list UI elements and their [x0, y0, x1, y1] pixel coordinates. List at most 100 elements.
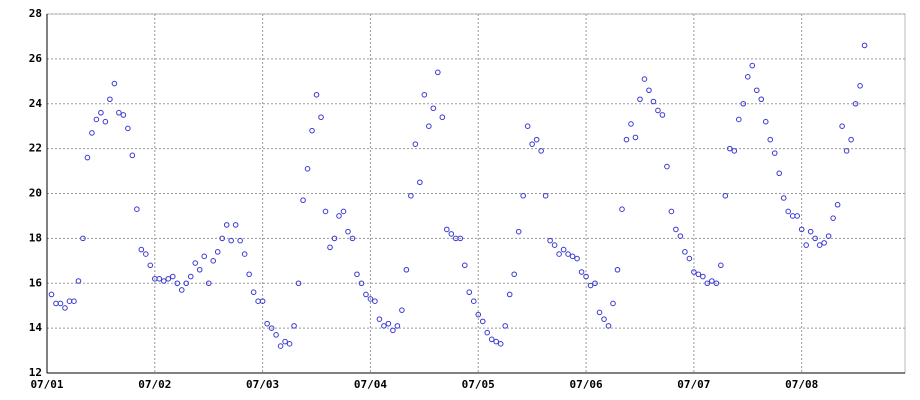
point — [713, 280, 720, 287]
point — [825, 233, 832, 239]
point — [134, 206, 140, 213]
point — [771, 150, 778, 156]
point — [327, 244, 333, 251]
x-tick-label: 07/01 — [30, 378, 63, 391]
point — [178, 287, 185, 293]
point — [614, 266, 621, 273]
point — [457, 235, 464, 242]
point — [430, 105, 437, 112]
point — [313, 91, 320, 98]
y-tick-label: 24 — [29, 97, 43, 110]
point — [794, 213, 800, 219]
point — [417, 179, 423, 186]
x-tick-label: 07/06 — [569, 378, 602, 391]
point — [291, 323, 297, 329]
point — [403, 266, 410, 273]
point — [785, 208, 792, 215]
point — [98, 109, 104, 116]
point — [399, 307, 405, 313]
point — [331, 235, 338, 242]
point — [807, 228, 814, 235]
y-tick-label: 20 — [29, 187, 42, 200]
point — [75, 278, 82, 284]
point — [484, 329, 491, 336]
point — [376, 316, 383, 322]
point — [381, 323, 387, 329]
point — [264, 320, 270, 327]
point — [695, 271, 702, 278]
point — [439, 114, 446, 121]
point — [219, 235, 225, 242]
point — [295, 280, 302, 287]
x-tick-label: 07/08 — [785, 378, 818, 391]
point — [165, 275, 172, 282]
point — [812, 235, 818, 242]
point — [547, 237, 553, 244]
point — [592, 280, 598, 287]
y-tick-label: 28 — [29, 7, 42, 20]
point — [210, 258, 217, 264]
point — [322, 208, 329, 215]
point — [632, 134, 639, 141]
point — [816, 242, 823, 248]
point — [650, 98, 657, 105]
point — [722, 192, 729, 199]
point — [569, 253, 576, 260]
point — [461, 262, 468, 269]
point — [587, 282, 594, 289]
x-tick-label: 07/02 — [138, 378, 171, 391]
y-tick-label: 16 — [29, 276, 43, 289]
point — [129, 152, 136, 159]
point — [475, 311, 482, 318]
point — [300, 197, 306, 204]
point — [668, 208, 675, 215]
point — [628, 121, 634, 127]
point — [749, 62, 756, 69]
point — [740, 100, 747, 107]
point — [493, 338, 500, 345]
point — [349, 235, 356, 242]
point — [358, 280, 365, 287]
point — [89, 130, 95, 136]
point — [426, 123, 432, 129]
point — [731, 148, 738, 154]
point — [147, 262, 154, 269]
point — [691, 269, 697, 275]
y-tick-label: 18 — [29, 231, 42, 244]
point — [744, 74, 751, 80]
point — [62, 305, 68, 311]
point — [214, 249, 221, 255]
point — [789, 213, 796, 219]
point — [834, 201, 841, 208]
point — [345, 228, 351, 235]
point — [268, 325, 275, 331]
point — [803, 242, 809, 248]
point — [682, 249, 688, 255]
point — [852, 100, 859, 107]
point — [223, 222, 230, 228]
point — [767, 136, 774, 143]
y-tick-label: 12 — [29, 366, 42, 379]
point — [160, 278, 167, 284]
point — [336, 213, 342, 219]
point — [798, 226, 805, 233]
point — [259, 298, 266, 305]
point — [520, 192, 526, 199]
point — [515, 228, 522, 235]
point — [677, 233, 684, 239]
point — [138, 246, 145, 253]
point — [201, 253, 208, 260]
point — [551, 242, 558, 248]
point — [574, 255, 580, 262]
point — [385, 320, 392, 327]
point — [116, 109, 122, 116]
point — [93, 116, 100, 123]
point — [560, 246, 567, 253]
point — [367, 296, 374, 302]
point — [390, 327, 396, 334]
point — [497, 341, 504, 347]
point — [435, 69, 441, 76]
point — [502, 323, 508, 329]
point — [506, 291, 513, 298]
point — [66, 298, 73, 305]
